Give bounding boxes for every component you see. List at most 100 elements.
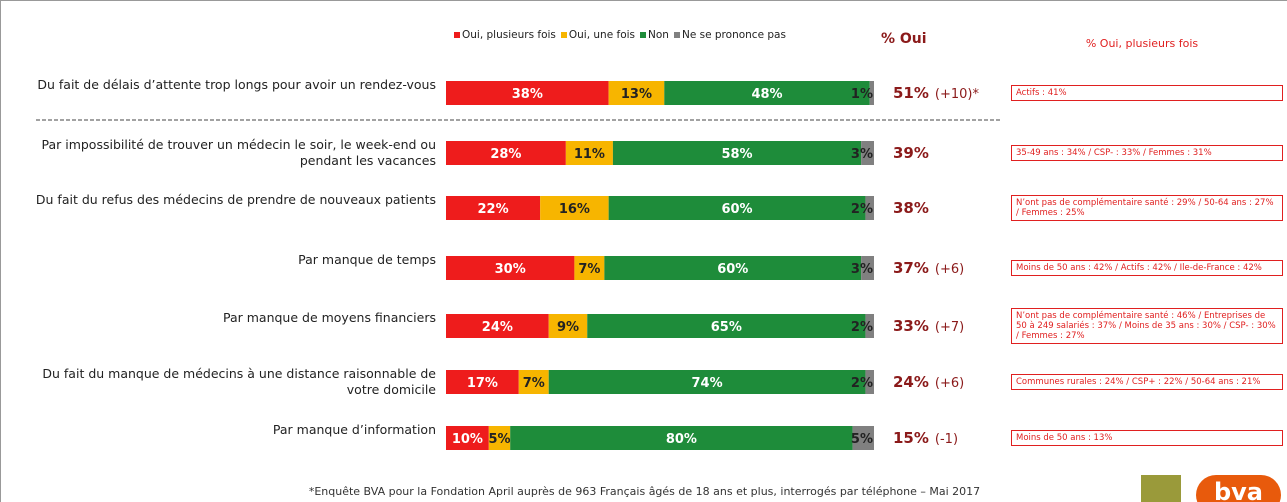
bar-segment <box>510 426 853 450</box>
oui-total: 51% (+10)* <box>893 84 979 102</box>
bar-segment <box>869 81 874 105</box>
legend: Oui, plusieurs fois Oui, une fois Non Ne se… <box>454 29 786 41</box>
bar-segment <box>587 314 866 338</box>
legend-item: Non <box>640 29 669 41</box>
bar-segment <box>861 256 874 280</box>
category-label: Du fait du refus des médecins de prendre… <box>35 192 436 207</box>
bar-value-label: 3% <box>851 147 873 162</box>
bar-value-label: 65% <box>711 320 742 335</box>
bar-segment <box>548 370 866 394</box>
legend-item: Oui, une fois <box>560 29 636 41</box>
bar-value-label: 17% <box>467 376 498 391</box>
bar-segment <box>612 141 862 165</box>
subgroup-box: N’ont pas de complémentaire santé : 29% … <box>1011 195 1283 221</box>
legend-label: Ne se prononce pas <box>681 29 786 41</box>
oui-value: 33% <box>893 317 929 335</box>
oui-title: % Oui <box>881 31 927 47</box>
oui-total: 15% (-1) <box>893 429 958 447</box>
bar-value-label: 60% <box>717 262 748 277</box>
bar-value-label: 3% <box>851 262 873 277</box>
bar-value-label: 24% <box>482 320 513 335</box>
bar-segment <box>861 141 874 165</box>
subgroup-box: Communes rurales : 24% / CSP+ : 22% / 50… <box>1011 374 1283 390</box>
legend-label: Oui, une fois <box>568 29 636 41</box>
bar-segment <box>518 370 549 394</box>
bar-segment <box>865 370 874 394</box>
oui-change: (+6) <box>934 262 965 277</box>
bar-value-label: 2% <box>851 202 873 217</box>
subgroup-box: Moins de 50 ans : 42% / Actifs : 42% / I… <box>1011 260 1283 276</box>
bar-segment <box>446 426 489 450</box>
bar-segment <box>446 314 549 338</box>
oui-value: 15% <box>893 429 929 447</box>
category-label: Du fait du manque de médecins à une dist… <box>42 366 436 397</box>
category-label: Par impossibilité de trouver un médecin … <box>41 137 436 168</box>
subgroups-title: % Oui, plusieurs fois <box>1085 37 1199 50</box>
subgroup-box: N’ont pas de complémentaire santé : 46% … <box>1011 308 1283 344</box>
bar-segment <box>548 314 588 338</box>
bar-segment <box>865 314 874 338</box>
legend-swatch <box>673 32 680 38</box>
oui-total: 38% <box>893 199 929 217</box>
bar-value-label: 2% <box>851 320 873 335</box>
bar-segment <box>488 426 511 450</box>
bar-value-label: 13% <box>621 87 652 102</box>
bar-segment <box>608 81 665 105</box>
bar-value-label: 10% <box>452 432 483 447</box>
bar-value-label: 74% <box>692 376 723 391</box>
bar-segment <box>852 426 874 450</box>
bar-segment <box>446 196 541 220</box>
legend-item: Ne se prononce pas <box>673 29 786 41</box>
oui-change: (+10)* <box>934 87 979 102</box>
bar-segment <box>604 256 862 280</box>
oui-value: 39% <box>893 144 929 162</box>
category-label: Par manque de moyens financiers <box>222 310 436 325</box>
bar-segment <box>446 370 519 394</box>
bar-value-label: 1% <box>851 87 873 102</box>
bar-value-label: 38% <box>512 87 543 102</box>
oui-value: 51% <box>893 84 929 102</box>
subgroup-box: 35-49 ans : 34% / CSP- : 33% / Femmes : … <box>1011 145 1283 161</box>
subgroup-box: Moins de 50 ans : 13% <box>1011 430 1283 446</box>
legend-swatch <box>640 32 647 38</box>
bar-value-label: 80% <box>666 432 697 447</box>
oui-total: 33% (+7) <box>893 317 964 335</box>
bar-segment <box>608 196 866 220</box>
footnote: *Enquête BVA pour la Fondation April aup… <box>308 485 981 498</box>
oui-value: 37% <box>893 259 929 277</box>
oui-change: (+7) <box>934 320 965 335</box>
category-label: Du fait de délais d’attente trop longs p… <box>37 77 436 92</box>
oui-total: 24% (+6) <box>893 373 964 391</box>
category-label: Par manque d’information <box>272 422 436 437</box>
legend-label: Oui, plusieurs fois <box>462 29 556 41</box>
bar-value-label: 28% <box>490 147 521 162</box>
legend-item: Oui, plusieurs fois <box>454 29 556 41</box>
oui-value: 38% <box>893 199 929 217</box>
bar-value-label: 7% <box>523 376 545 391</box>
logo: bva <box>1196 475 1281 502</box>
oui-total: 37% (+6) <box>893 259 964 277</box>
oui-change: (+6) <box>934 376 965 391</box>
bar-segment <box>565 141 613 165</box>
oui-value: 24% <box>893 373 929 391</box>
bar-value-label: 58% <box>721 147 752 162</box>
logo-april <box>1141 475 1181 502</box>
bar-value-label: 30% <box>495 262 526 277</box>
bar-value-label: 48% <box>751 87 782 102</box>
bar-value-label: 5% <box>488 432 510 447</box>
bar-segment <box>664 81 870 105</box>
bar-value-label: 60% <box>721 202 752 217</box>
oui-total: 39% <box>893 144 929 162</box>
bar-value-label: 11% <box>574 147 605 162</box>
bar-segment <box>446 141 566 165</box>
subgroup-box: Actifs : 41% <box>1011 85 1283 101</box>
bar-segment <box>865 196 874 220</box>
bar-value-label: 16% <box>559 202 590 217</box>
bar-segment <box>446 81 609 105</box>
bar-value-label: 2% <box>851 376 873 391</box>
legend-swatch <box>560 32 567 38</box>
bar-segment <box>574 256 605 280</box>
bar-value-label: 5% <box>851 432 873 447</box>
